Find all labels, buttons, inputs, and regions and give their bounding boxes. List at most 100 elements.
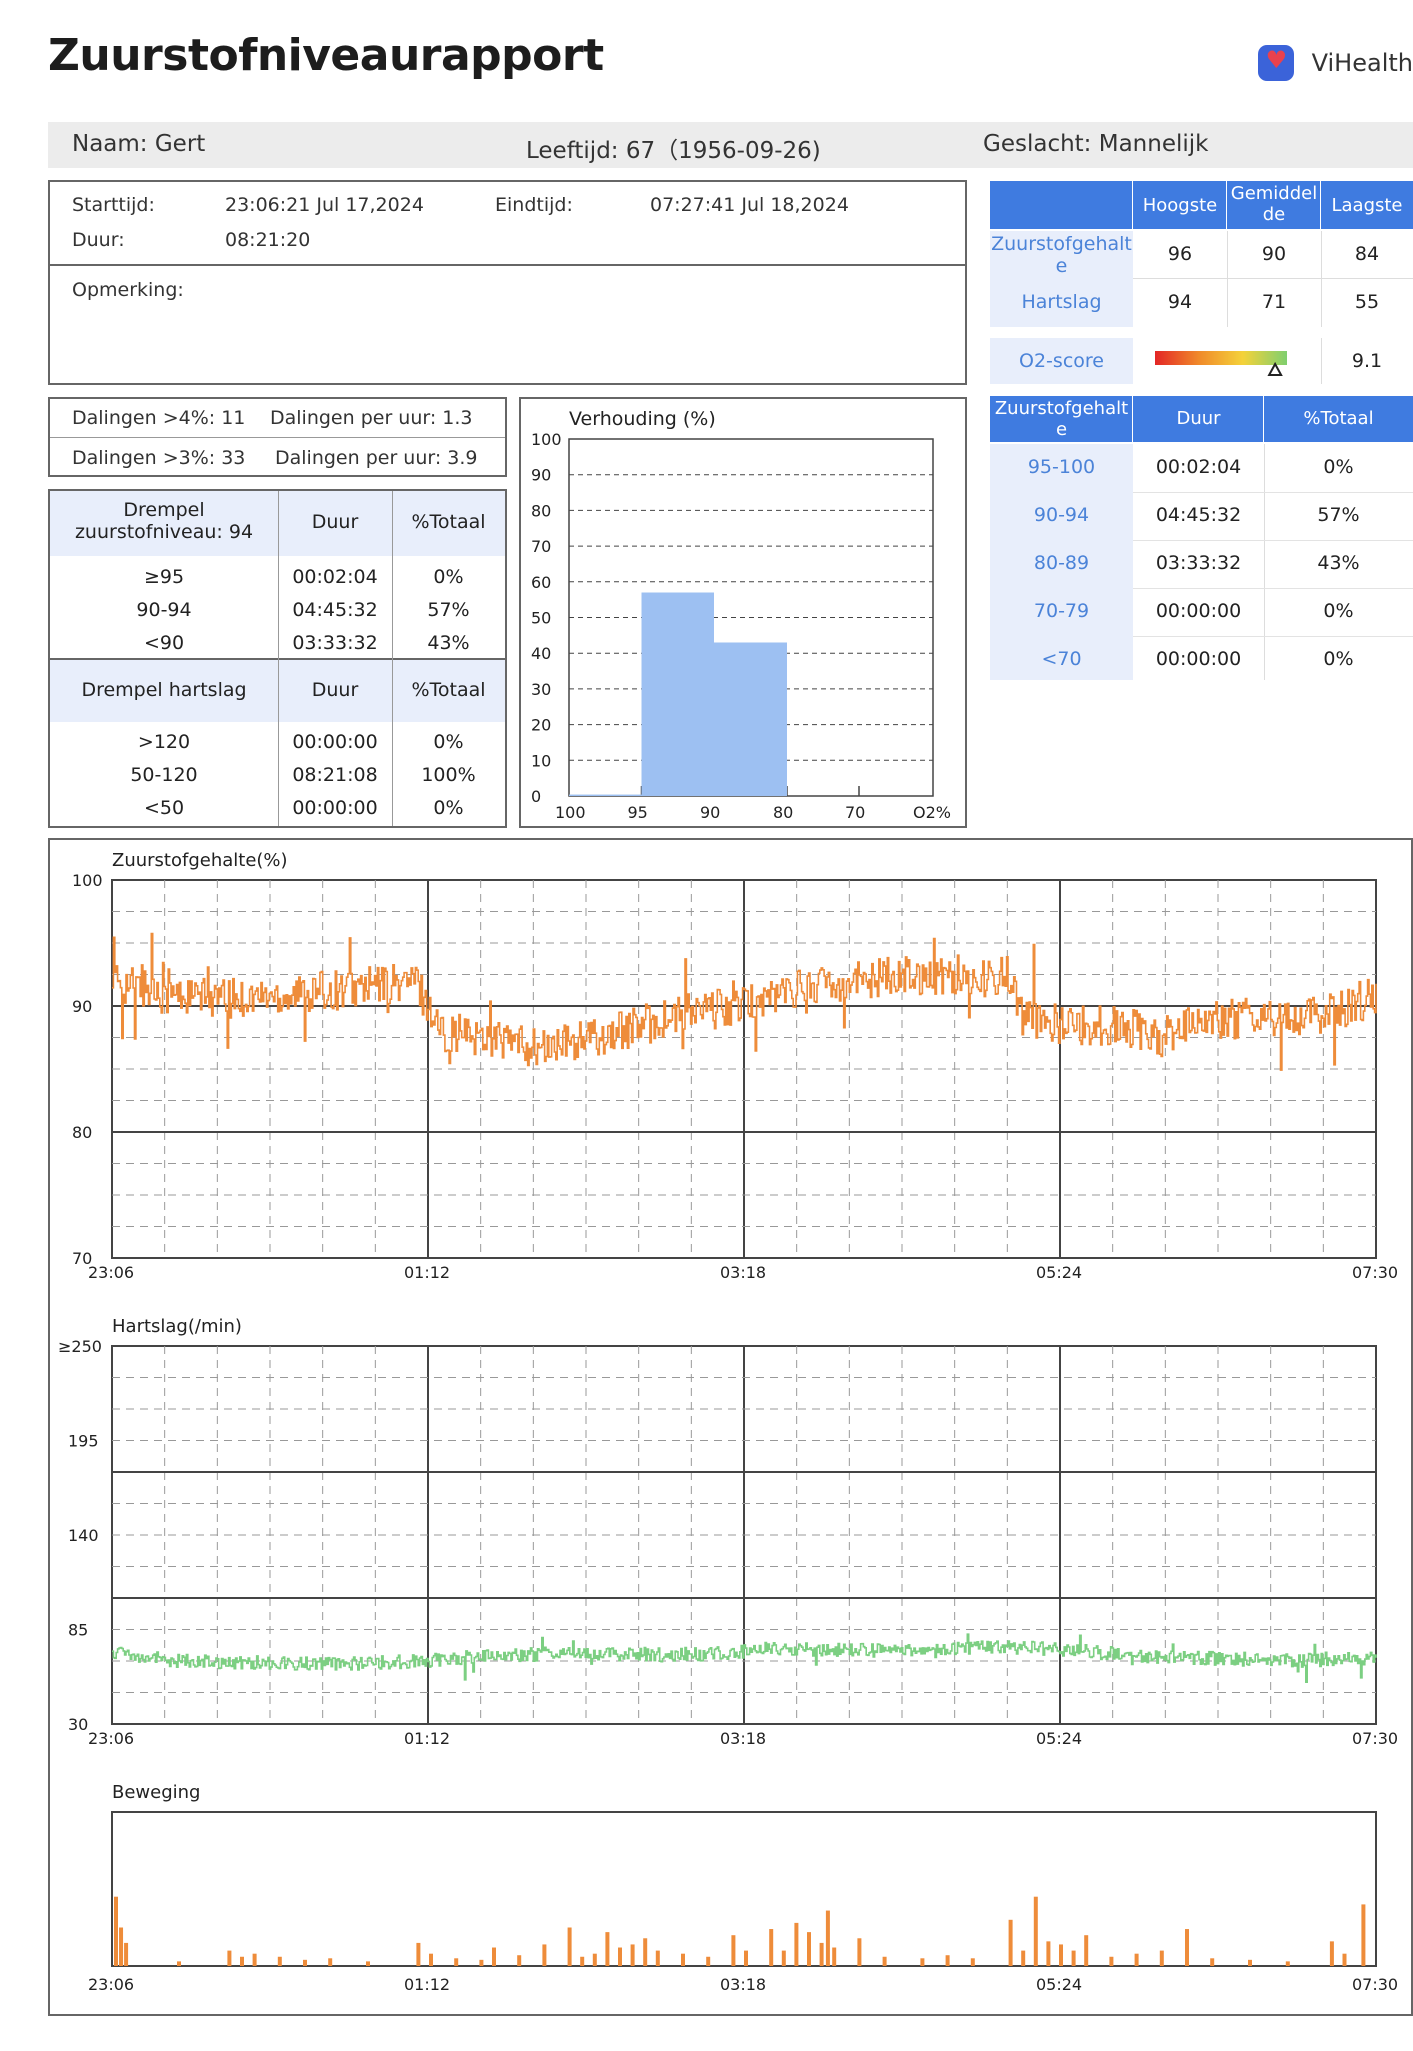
motion-chart-bar <box>1134 1953 1139 1966</box>
bands-range: 95-100 <box>1027 456 1096 478</box>
hr-threshold-range: <50 <box>143 797 185 819</box>
histogram-y-tick-label: 100 <box>531 430 562 449</box>
bands-duration: 00:00:00 <box>1155 600 1242 622</box>
o2-score-row: O2-score 9.1 <box>990 338 1413 384</box>
motion-chart-x-tick-label: 05:24 <box>1036 1975 1082 1994</box>
bands-percent: 0% <box>1323 456 1354 478</box>
summary-table: Hoogste Gemiddel de Laagste Zuurstofgeha… <box>990 181 1413 331</box>
histogram-bar <box>714 642 787 796</box>
bands-col-dur: Duur <box>1176 408 1221 429</box>
motion-chart-bar <box>819 1942 824 1966</box>
summary-spo2-avg: 90 <box>1261 243 1287 265</box>
hr-chart-x-tick-label: 23:06 <box>88 1729 134 1748</box>
brand-name: ViHealth <box>1311 49 1413 77</box>
motion-chart-bar <box>1159 1950 1164 1966</box>
hr-chart-x-tick-label: 03:18 <box>720 1729 766 1748</box>
motion-chart-bar <box>643 1938 648 1966</box>
o2-score-marker-triangle <box>1267 362 1283 376</box>
bands-percent: 43% <box>1317 552 1360 574</box>
bands-range: <70 <box>1041 648 1082 670</box>
motion-chart-bar <box>1210 1958 1215 1966</box>
histogram-y-tick-label: 30 <box>531 680 551 699</box>
bands-duration: 04:45:32 <box>1155 504 1242 526</box>
motion-chart-bar <box>832 1947 837 1966</box>
motion-chart-x-tick-label: 07:30 <box>1352 1975 1398 1994</box>
motion-chart-bar <box>970 1958 975 1966</box>
hr-threshold-duration: 00:00:00 <box>292 731 378 753</box>
summary-spo2-label: Zuurstofgehalt e <box>990 233 1133 277</box>
duration-label: Duur: <box>72 229 125 251</box>
motion-chart-bar <box>1071 1950 1076 1966</box>
summary-spo2-low: 84 <box>1354 243 1380 265</box>
hr-threshold-col-pct: %Totaal <box>411 679 486 701</box>
bands-percent: 0% <box>1323 648 1354 670</box>
hr-chart-series-line <box>112 1633 1377 1684</box>
summary-hr-label: Hartslag <box>1021 291 1102 313</box>
bands-percent: 57% <box>1317 504 1360 526</box>
motion-chart-bar <box>517 1955 522 1966</box>
hr-chart-x-tick-label: 07:30 <box>1352 1729 1398 1748</box>
motion-chart-bar <box>731 1935 736 1966</box>
report-title: Zuurstofniveaurapport <box>48 30 604 81</box>
hr-threshold-percent: 0% <box>433 797 464 819</box>
spo2-threshold-title-line2: zuurstofniveau: 94 <box>74 521 254 543</box>
hr-threshold-col-dur: Duur <box>311 679 359 701</box>
spo2-threshold-percent: 0% <box>433 566 464 588</box>
motion-chart-bar <box>429 1953 433 1966</box>
motion-chart-bar <box>1185 1929 1189 1966</box>
motion-chart-bar <box>1342 1953 1347 1966</box>
ratio-histogram-svg: Verhouding (%) 0 10 20 30 40 50 60 70 80 90 100 100 9… <box>531 408 951 822</box>
motion-chart-bar <box>681 1953 685 1966</box>
spo2-threshold-duration: 04:45:32 <box>292 599 378 621</box>
spo2-threshold-range: <90 <box>143 632 185 654</box>
start-value: 23:06:21 Jul 17,2024 <box>225 194 424 216</box>
spo2-chart-y-tick-label: 70 <box>72 1249 92 1268</box>
histogram-y-tick-label: 10 <box>531 751 551 770</box>
bands-duration: 00:02:04 <box>1155 456 1242 478</box>
motion-chart-bar <box>769 1929 774 1966</box>
spo2-bands-table: Zuurstofgehalt e Duur %Totaal 95-100 00:0… <box>990 396 1413 686</box>
spo2-chart-x-tick-label: 05:24 <box>1036 1263 1082 1282</box>
hr-chart-title: Hartslag(/min) <box>112 1316 242 1337</box>
spo2-threshold-range: ≥95 <box>143 566 185 588</box>
motion-chart-bar <box>605 1932 610 1966</box>
vihealth-logo-icon <box>1257 45 1294 81</box>
hr-chart-y-tick-label: 85 <box>68 1621 88 1640</box>
start-label: Starttijd: <box>72 194 155 216</box>
bands-col-range: Zuurstofgehalt e <box>990 398 1133 440</box>
spo2-threshold-range: 90-94 <box>136 599 192 621</box>
bands-duration: 03:33:32 <box>1155 552 1242 574</box>
motion-chart-bar <box>277 1956 282 1966</box>
hr-chart-y-tick-label: 140 <box>68 1526 99 1545</box>
histogram-y-tick-label: 0 <box>531 787 541 806</box>
histogram-x-tick-label: 95 <box>628 803 648 822</box>
spo2-chart-y-tick-label: 90 <box>72 997 92 1016</box>
summary-spo2-label-line1: Zuurstofgehalt <box>991 233 1132 255</box>
hr-threshold-title: Drempel hartslag <box>81 679 247 701</box>
hr-chart-x-tick-label: 05:24 <box>1036 1729 1082 1748</box>
histogram-y-tick-label: 60 <box>531 573 551 592</box>
motion-chart-bar <box>542 1944 547 1966</box>
remark-label: Opmerking: <box>72 279 184 301</box>
histogram-bar <box>569 794 642 796</box>
drops-3pct-rate: Dalingen per uur: 3.9 <box>275 447 478 469</box>
motion-chart-bar <box>592 1953 597 1966</box>
charts-svg: Zuurstofgehalte(%) 70 80 90 100 23:06 01:12 03:… <box>58 850 1398 1994</box>
o2-score-value: 9.1 <box>1351 350 1383 372</box>
hr-threshold-percent: 0% <box>433 731 464 753</box>
bands-col-pct: %Totaal <box>1303 408 1374 429</box>
histogram-y-tick-label: 50 <box>531 609 551 628</box>
patient-sex: Geslacht: Mannelijk <box>983 131 1209 157</box>
motion-chart-title: Beweging <box>112 1782 200 1803</box>
spo2-threshold-header <box>50 491 505 556</box>
bands-col-range-line2: e <box>1055 419 1068 440</box>
motion-chart-bar <box>227 1950 232 1966</box>
histogram-y-tick-label: 40 <box>531 644 551 663</box>
motion-chart-bar <box>794 1922 799 1966</box>
session-box: Starttijd: 23:06:21 Jul 17,2024 Eindtijd… <box>48 180 967 385</box>
summary-col-low: Laagste <box>1331 195 1403 216</box>
patient-name: Naam: Gert <box>72 131 206 157</box>
motion-chart-bar <box>857 1938 862 1966</box>
hr-threshold-range: 50-120 <box>130 764 198 786</box>
motion-chart-bar <box>706 1956 711 1966</box>
